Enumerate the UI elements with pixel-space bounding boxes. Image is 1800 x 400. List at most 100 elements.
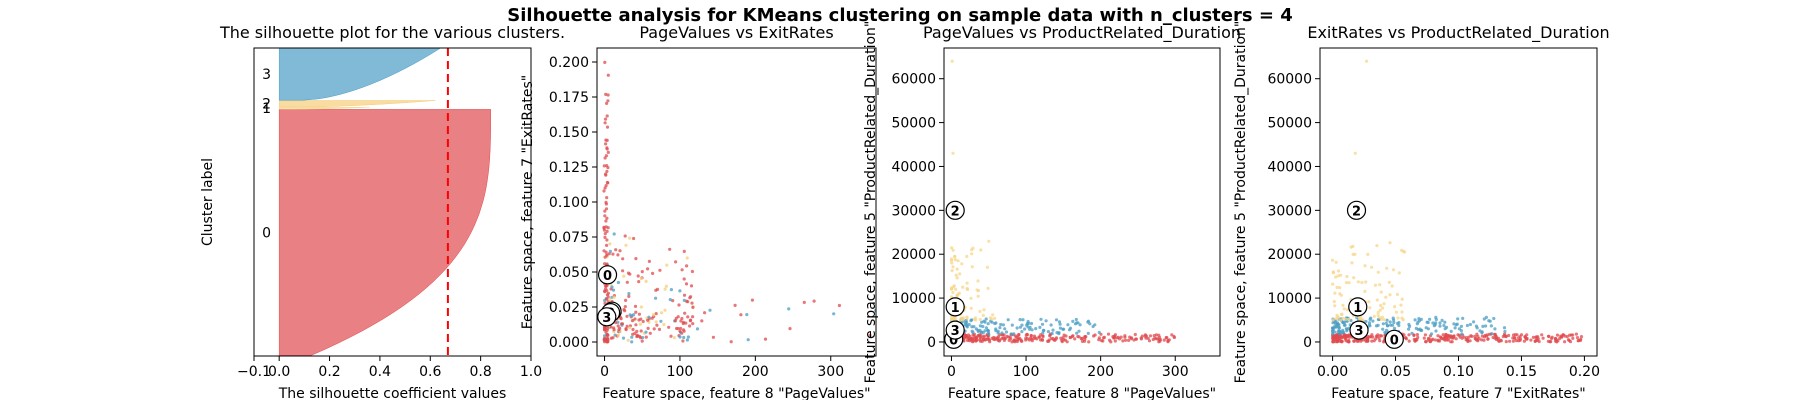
scatter-point-cluster-1 <box>1333 291 1337 295</box>
silhouette-areas <box>278 48 491 356</box>
scatter-point-cluster-1 <box>978 317 982 322</box>
scatter-point-cluster-0 <box>1112 336 1116 340</box>
scatter-point-cluster-3 <box>1384 321 1388 325</box>
scatter-point-cluster-0 <box>1148 334 1153 338</box>
x-tick-label: 0.05 <box>1380 364 1411 380</box>
scatter-point-cluster-0 <box>609 336 613 340</box>
scatter-point-cluster-0 <box>605 114 609 118</box>
scatter-point-cluster-0 <box>1568 340 1573 344</box>
scatter-point-cluster-0 <box>1020 339 1024 343</box>
y-tick-label: 30000 <box>891 203 936 219</box>
scatter-point-cluster-3 <box>1026 325 1030 329</box>
scatter-point-cluster-3 <box>1461 316 1465 320</box>
scatter-point-cluster-3 <box>1443 320 1447 324</box>
scatter-point-cluster-3 <box>1021 318 1025 322</box>
x-tick-label: 1.0 <box>520 364 542 380</box>
scatter-point-cluster-0 <box>733 303 737 307</box>
scatter-point-cluster-0 <box>605 297 609 301</box>
scatter-point-cluster-2 <box>664 284 669 288</box>
scatter-point-cluster-3 <box>1368 317 1372 321</box>
scatter-point-cluster-0 <box>1415 333 1419 337</box>
scatter-point-cluster-1 <box>1356 280 1360 284</box>
y-tick-label: 0.075 <box>549 230 589 246</box>
scatter-point-cluster-3 <box>678 335 682 339</box>
scatter-point-cluster-0 <box>1474 338 1479 342</box>
scatter-point-cluster-0 <box>1370 339 1374 343</box>
scatter-point-cluster-3 <box>1489 324 1493 328</box>
scatter-point-cluster-0 <box>1470 334 1474 338</box>
scatter-point-cluster-0 <box>1493 332 1497 336</box>
scatter-point-cluster-2 <box>644 279 648 283</box>
scatter-point-cluster-0 <box>1412 333 1416 337</box>
scatter-point-cluster-3 <box>1493 327 1497 331</box>
scatter-point-cluster-1 <box>1334 260 1338 264</box>
scatter-point-cluster-0 <box>1445 335 1449 339</box>
scatter-point-cluster-0 <box>1486 337 1490 341</box>
scatter-point-cluster-0 <box>1005 334 1009 338</box>
scatter-point-cluster-1 <box>961 285 965 289</box>
cluster-label-3: 3 <box>262 67 271 83</box>
x-tick-label: 0.6 <box>419 364 441 380</box>
scatter-point-cluster-1 <box>1345 308 1350 312</box>
scatter-point-cluster-1 <box>971 246 975 250</box>
scatter-point-cluster-0 <box>603 232 607 236</box>
scatter-point-cluster-3 <box>1071 319 1075 323</box>
scatter-point-cluster-3 <box>616 280 621 285</box>
scatter-point-cluster-0 <box>1127 338 1131 342</box>
scatter-point-cluster-0 <box>982 334 987 338</box>
scatter-point-cluster-0 <box>1507 333 1511 338</box>
scatter-point-cluster-3 <box>832 312 836 316</box>
silhouette-cluster-3 <box>278 48 442 101</box>
scatter-point-cluster-3 <box>1044 319 1048 323</box>
x-tick-label: 300 <box>1162 364 1189 380</box>
scatter-point-cluster-3 <box>1364 319 1368 324</box>
y-tick-label: 30000 <box>1267 203 1312 219</box>
scatter-point-cluster-0 <box>1473 334 1477 338</box>
scatter-point-cluster-0 <box>1151 337 1155 342</box>
scatter-point-cluster-2 <box>608 242 612 246</box>
scatter-point-cluster-1 <box>976 279 980 283</box>
scatter-point-cluster-0 <box>1441 333 1445 337</box>
scatter-point-cluster-1 <box>1373 283 1378 287</box>
scatter-point-cluster-1 <box>949 257 954 261</box>
scatter-point-cluster-0 <box>1571 336 1575 340</box>
scatter-point-cluster-1 <box>1388 293 1392 297</box>
scatter-point-cluster-1 <box>991 313 995 317</box>
scatter-point-cluster-0 <box>616 253 620 257</box>
scatter-point-cluster-0 <box>1424 340 1428 344</box>
scatter-points <box>949 59 1176 344</box>
scatter-point-cluster-3 <box>1046 330 1050 334</box>
scatter-point-cluster-3 <box>1086 331 1090 335</box>
scatter-point-cluster-3 <box>1392 326 1397 330</box>
scatter-point-cluster-3 <box>1336 330 1340 334</box>
scatter-point-cluster-3 <box>1049 323 1053 327</box>
scatter-point-cluster-3 <box>993 321 997 326</box>
scatter-point-cluster-1 <box>1376 313 1380 318</box>
scatter-point-cluster-1 <box>960 262 964 266</box>
scatter-point-cluster-0 <box>634 310 638 314</box>
cluster-center-label-3: 3 <box>951 324 960 339</box>
scatter-point-cluster-0 <box>970 336 975 340</box>
scatter-point-cluster-0 <box>972 334 976 338</box>
scatter-point-cluster-3 <box>1057 332 1061 336</box>
scatter-point-cluster-0 <box>1504 340 1508 344</box>
scatter-point-cluster-1 <box>954 273 958 277</box>
scatter-point-cluster-2 <box>639 305 644 309</box>
scatter-point-cluster-0 <box>603 338 607 342</box>
scatter-point-cluster-0 <box>671 299 675 303</box>
scatter-point-cluster-0 <box>688 324 692 328</box>
scatter-point-cluster-0 <box>648 331 652 335</box>
scatter-point-cluster-1 <box>1376 270 1380 274</box>
scatter-point-cluster-0 <box>1157 340 1161 344</box>
scatter-point-cluster-0 <box>1144 334 1148 338</box>
x-tick-label: 300 <box>817 364 844 380</box>
scatter-point-cluster-3 <box>630 340 634 344</box>
scatter-point-cluster-1 <box>988 316 993 320</box>
x-tick-label: 100 <box>1013 364 1040 380</box>
scatter-point-cluster-3 <box>996 329 1000 333</box>
scatter-point-cluster-0 <box>621 269 625 273</box>
scatter-point-cluster-0 <box>668 247 672 251</box>
scatter-point-cluster-1 <box>965 254 969 259</box>
scatter-point-cluster-0 <box>1083 335 1087 339</box>
scatter-point-cluster-0 <box>1124 338 1128 342</box>
